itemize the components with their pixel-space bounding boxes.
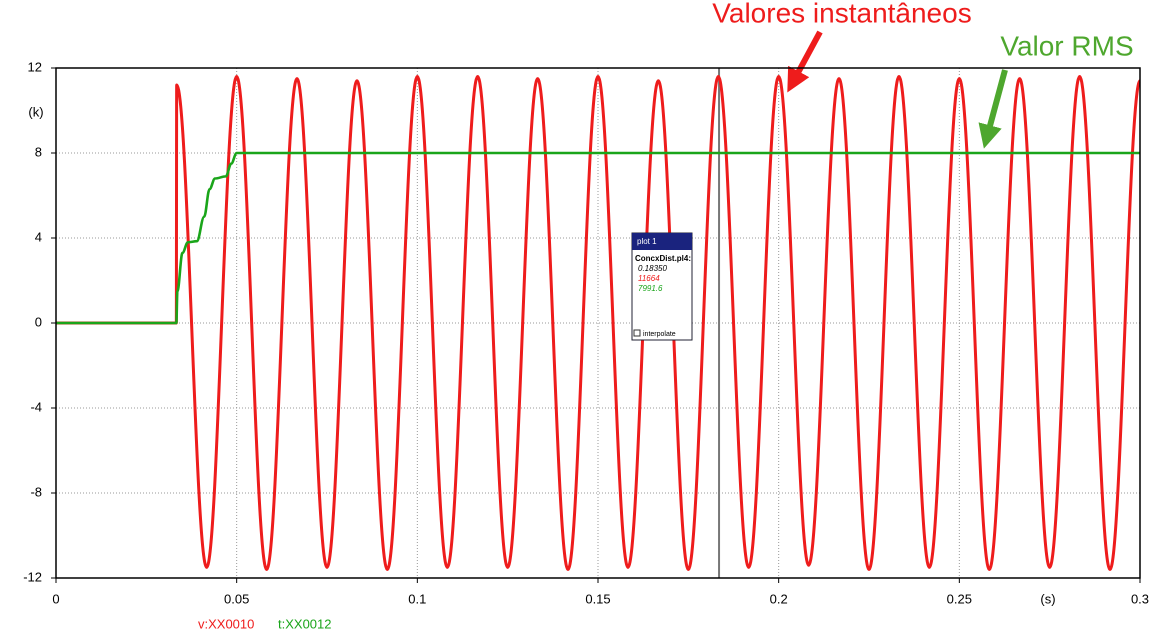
- series-line: [56, 74, 1142, 572]
- readout-title: plot 1: [637, 237, 657, 246]
- arrow: [978, 69, 1008, 149]
- checkbox: [633, 329, 641, 337]
- series-line: [56, 151, 1140, 325]
- y-tick-label: 8: [35, 144, 42, 159]
- x-tick-label: 0.1: [408, 591, 426, 606]
- readout-title-bar: [632, 233, 692, 250]
- x-tick-label: 0.15: [585, 591, 610, 606]
- x-tick-label: 0.25: [947, 591, 972, 606]
- x-tick-label: 0: [52, 591, 59, 606]
- legend-entry: v:XX0010: [198, 616, 254, 631]
- annotation: Valor RMS: [1000, 30, 1133, 61]
- readout-value: 11664: [638, 274, 660, 283]
- annotation: Valores instantâneos: [712, 0, 971, 28]
- y-tick-label: -4: [30, 399, 42, 414]
- y-tick-label: 4: [35, 229, 42, 244]
- y-tick-label: 12: [28, 59, 42, 74]
- arrow: [787, 30, 823, 93]
- legend-entry: t:XX0012: [278, 616, 332, 631]
- readout-frame: [631, 232, 693, 341]
- plot-frame: [55, 67, 1141, 579]
- x-tick-label: 0.05: [224, 591, 249, 606]
- y-tick-label: -8: [30, 484, 42, 499]
- x-tick-label: 0.2: [770, 591, 788, 606]
- y-unit: (k): [28, 104, 43, 119]
- readout-value: 7991.6: [638, 284, 663, 293]
- y-tick-label: -12: [23, 569, 42, 584]
- x-tick-label: 0.3: [1131, 591, 1149, 606]
- readout-x: 0.18350: [638, 264, 667, 273]
- y-tick-label: 0: [35, 314, 42, 329]
- readout-file: ConcxDist.pl4:: [635, 254, 691, 263]
- x-unit: (s): [1040, 591, 1055, 606]
- checkbox-label: interpolate: [643, 331, 676, 338]
